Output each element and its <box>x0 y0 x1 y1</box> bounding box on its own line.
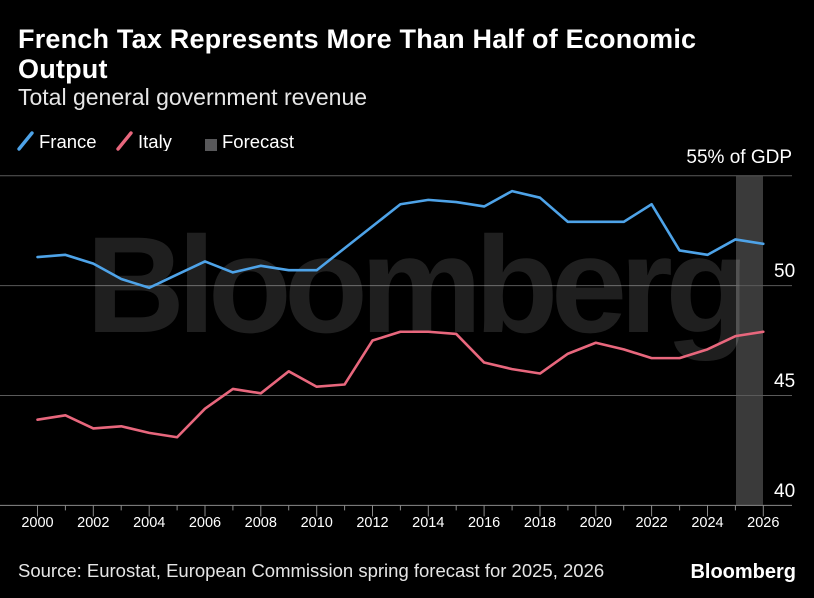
svg-text:2000: 2000 <box>21 515 53 531</box>
svg-text:2016: 2016 <box>468 515 500 531</box>
svg-text:2008: 2008 <box>245 515 277 531</box>
svg-text:2004: 2004 <box>133 515 165 531</box>
svg-text:2012: 2012 <box>356 515 388 531</box>
svg-text:2020: 2020 <box>580 515 612 531</box>
svg-text:2026: 2026 <box>747 515 779 531</box>
svg-text:45: 45 <box>774 371 795 392</box>
svg-text:55% of GDP: 55% of GDP <box>686 147 792 168</box>
svg-text:2024: 2024 <box>691 515 723 531</box>
svg-text:2018: 2018 <box>524 515 556 531</box>
svg-text:2014: 2014 <box>412 515 444 531</box>
svg-text:40: 40 <box>774 481 795 502</box>
svg-text:2022: 2022 <box>635 515 667 531</box>
svg-text:2002: 2002 <box>77 515 109 531</box>
svg-text:2006: 2006 <box>189 515 221 531</box>
svg-text:2010: 2010 <box>301 515 333 531</box>
svg-text:Bloomberg: Bloomberg <box>86 209 742 362</box>
svg-text:50: 50 <box>774 261 795 282</box>
